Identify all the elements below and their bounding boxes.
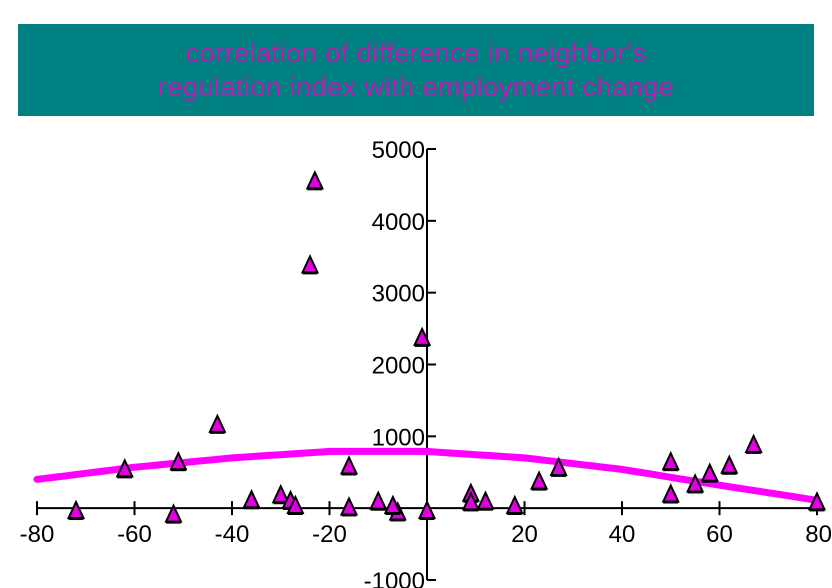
- y-tick-label: -1000: [364, 568, 425, 588]
- data-point-marker: [417, 499, 437, 520]
- data-point-marker: [700, 462, 719, 482]
- data-point-marker: [505, 494, 524, 515]
- data-point-marker: [339, 496, 359, 516]
- data-point-marker: [744, 433, 763, 453]
- data-point-marker: [476, 490, 495, 510]
- x-tick-label: 60: [706, 521, 733, 548]
- x-tick-label: -40: [215, 521, 250, 548]
- x-tick-label: 40: [609, 521, 636, 548]
- x-tick-label: 20: [511, 521, 538, 548]
- data-point-marker: [661, 483, 680, 503]
- x-tick-label: -20: [312, 521, 347, 548]
- data-point-marker: [300, 254, 320, 274]
- data-point-marker: [661, 450, 680, 471]
- data-point-marker: [305, 169, 324, 190]
- chart-title-line-2: regulation index with employment change: [157, 72, 675, 102]
- x-tick-label: -60: [117, 521, 152, 548]
- data-point-marker: [530, 470, 549, 490]
- chart-title-line-1: correlation of difference in neighbor's: [185, 38, 647, 68]
- data-point-marker: [339, 455, 359, 475]
- y-tick-label: 5000: [372, 137, 425, 164]
- y-tick-label: 3000: [372, 281, 425, 308]
- y-tick-label: 1000: [372, 424, 425, 451]
- trend-line: [33, 447, 821, 504]
- chart-title-banner: correlation of difference in neighbor's …: [18, 24, 814, 116]
- y-tick-label: 4000: [372, 209, 425, 236]
- data-point-marker: [208, 413, 227, 433]
- data-point-marker: [66, 499, 86, 520]
- data-point-marker: [369, 490, 388, 510]
- x-tick-label: -80: [20, 521, 55, 548]
- data-point-marker: [720, 454, 739, 474]
- x-tick-label: 80: [805, 521, 832, 548]
- data-point-marker: [242, 488, 261, 509]
- y-tick-label: 2000: [372, 353, 425, 380]
